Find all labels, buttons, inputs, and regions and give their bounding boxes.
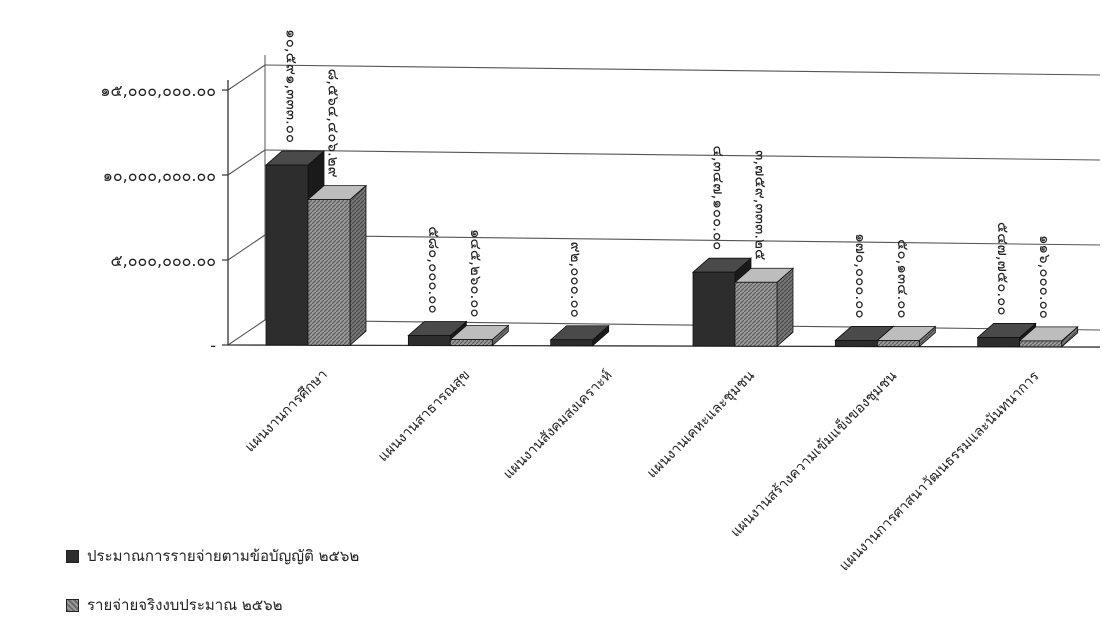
data-label-0-0: ๑๐,๕๙๑,๓๓๓.๐๐ (283, 29, 301, 143)
bar-front-0-0 (265, 164, 309, 346)
legend-item-budget-estimate: ประมาณการรายจ่ายตามข้อบัญญัติ ๒๕๖๒ (66, 544, 359, 568)
y-tick-label-2: ๑๐,๐๐๐,๐๐๐.๐๐ (103, 166, 216, 185)
bar-1-0 (407, 320, 468, 347)
data-label-0-1: ๘,๕๖๔,๔๐๖.๒๙ (325, 69, 343, 178)
legend-item-actual-expense: รายจ่ายจริงงบประมาณ ๒๕๖๒ (66, 593, 283, 617)
bar-3-1 (733, 267, 795, 348)
gridline-1 (264, 234, 1101, 246)
bar-front-5-0 (977, 337, 1021, 348)
category-label-1: แผนงานสาธารณสุข (375, 367, 473, 465)
data-label-5-1: ๑๑๖,๐๐๐.๐๐ (1036, 235, 1054, 319)
gridline-0 (264, 319, 1101, 331)
chart-bars (264, 150, 1079, 348)
bar-front-4-1 (876, 340, 920, 347)
bar-front-1-1 (449, 339, 493, 346)
category-label-3: แผนงานเคหะและชุมชน (644, 367, 758, 481)
category-label-2: แผนงานสังคมสงเคราะห์ (500, 367, 616, 483)
side-gridline-3 (227, 64, 266, 91)
side-gridline-1 (227, 234, 266, 261)
legend-label-actual-expense: รายจ่ายจริงงบประมาณ ๒๕๖๒ (87, 596, 283, 614)
data-label-4-0: ๑๗๐,๐๐๐.๐๐ (852, 233, 870, 318)
bar-front-3-1 (734, 281, 778, 347)
data-label-5-0: ๕๔๗,๗๕๐.๐๐ (994, 222, 1012, 316)
legend-swatch-dark (66, 549, 79, 563)
side-gridline-2 (227, 149, 266, 176)
category-label-4: แผนงานสร้างความเข้มแข็งของชุมชน (726, 366, 900, 540)
y-tick-label-0: - (210, 336, 216, 355)
bar-2-0 (549, 324, 610, 347)
gridline-3 (264, 64, 1101, 76)
side-gridline-0 (227, 319, 266, 346)
data-label-1-0: ๕๘๐,๐๐๐.๐๐ (425, 226, 443, 313)
data-label-2-0: ๙๒,๐๐๐.๐๐ (567, 242, 585, 318)
y-tick-label-3: ๑๕,๐๐๐,๐๐๐.๐๐ (100, 81, 216, 100)
bar-front-5-1 (1019, 340, 1063, 348)
bar-5-1 (1018, 325, 1079, 348)
data-label-3-1: ๓,๗๕๙,๓๓๓.๒๕ (752, 150, 770, 260)
bar-front-4-0 (834, 340, 878, 347)
legend-swatch-gray (66, 598, 79, 612)
legend-label-budget-estimate: ประมาณการรายจ่ายตามข้อบัญญัติ ๒๕๖๒ (87, 547, 360, 565)
bar-0-1 (306, 184, 368, 347)
chart-grid: - ๕,๐๐๐,๐๐๐.๐๐ ๑๐,๐๐๐,๐๐๐.๐๐ ๑๕,๐๐๐,๐๐๐.๐๐ (100, 55, 1101, 355)
data-label-4-1: ๕๐,๑๓๔.๐๐ (894, 239, 912, 318)
data-label-1-1: ๑๔๕,๒๖๐.๐๐ (467, 229, 485, 318)
bar-front-1-0 (407, 335, 451, 346)
bar-1-1 (449, 324, 510, 347)
bar-front-0-1 (307, 199, 351, 346)
gridline-2 (264, 149, 1101, 161)
bar-4-1 (876, 325, 937, 348)
data-label-3-0: ๔,๓๔๗,๑๐๐.๐๐ (710, 146, 728, 251)
category-label-0: แผนงานการศึกษา (242, 367, 331, 456)
y-tick-label-1: ๕,๐๐๐,๐๐๐.๐๐ (111, 251, 217, 270)
bar-side-0-1 (349, 184, 367, 347)
x-axis-line (227, 344, 1101, 348)
bar-front-2-0 (550, 339, 594, 347)
bar-front-3-0 (692, 271, 736, 347)
